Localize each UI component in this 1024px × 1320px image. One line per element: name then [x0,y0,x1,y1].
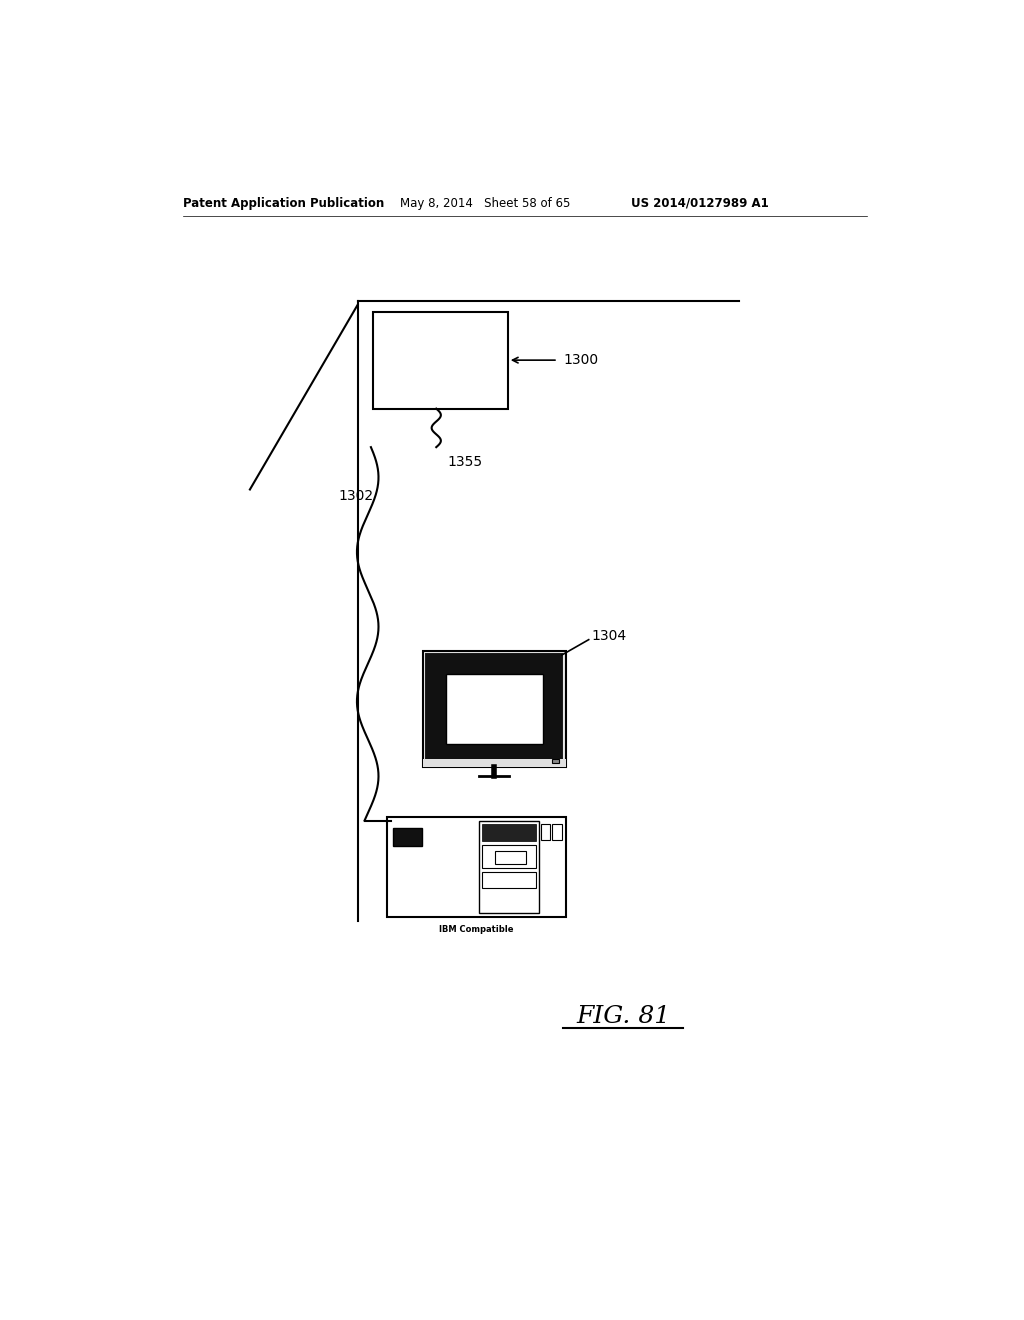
Bar [479,821,539,913]
Text: 1302: 1302 [339,490,374,503]
Bar [495,850,525,865]
Bar [552,759,559,763]
Text: IBM Compatible: IBM Compatible [439,924,514,933]
Bar [387,817,565,917]
Bar [541,825,550,840]
Bar [481,845,537,869]
Text: Patent Application Publication: Patent Application Publication [183,197,384,210]
Bar [393,829,422,846]
Text: 1355: 1355 [447,455,483,469]
Bar [552,825,562,840]
Bar [446,675,544,743]
Bar [432,660,556,758]
Text: US 2014/0127989 A1: US 2014/0127989 A1 [631,197,769,210]
Bar [481,825,537,841]
Bar [373,313,508,409]
Text: 1300: 1300 [563,354,598,367]
Text: FIG. 81: FIG. 81 [577,1006,671,1028]
Bar [481,873,537,887]
Text: May 8, 2014   Sheet 58 of 65: May 8, 2014 Sheet 58 of 65 [400,197,570,210]
Text: 1304: 1304 [591,628,626,643]
Bar [423,759,565,767]
Bar [423,651,565,767]
